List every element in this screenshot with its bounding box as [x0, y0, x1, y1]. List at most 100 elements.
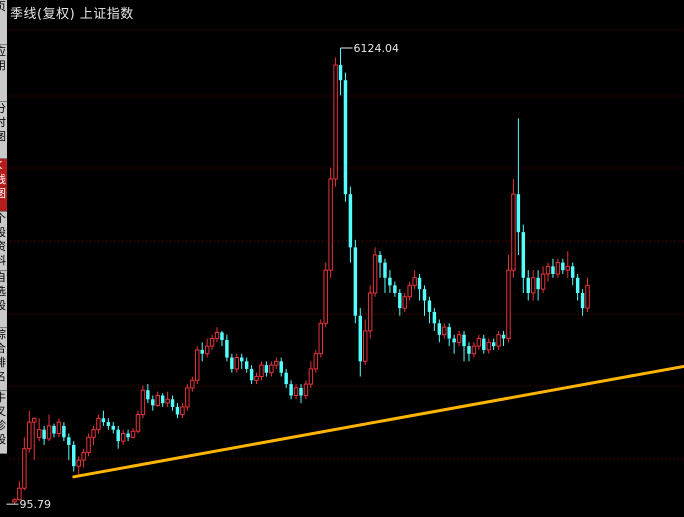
- candle-body: [140, 389, 146, 416]
- candle: [284, 368, 288, 388]
- candle-body: [530, 277, 536, 294]
- candle-body: [299, 387, 303, 396]
- candle: [323, 262, 328, 328]
- candle-body: [269, 364, 274, 374]
- candle: [96, 414, 101, 434]
- candle: [372, 247, 378, 297]
- candle-body: [536, 277, 540, 290]
- candle: [482, 334, 486, 354]
- candle-body: [303, 383, 309, 397]
- sidebar-tab-7[interactable]: 牛叉诊股: [0, 391, 7, 454]
- candle: [225, 334, 229, 362]
- candle: [456, 330, 462, 347]
- candle-body: [358, 315, 363, 362]
- low-label: 95.79: [19, 498, 51, 511]
- candle: [318, 319, 323, 358]
- candle: [580, 289, 585, 316]
- candle-body: [120, 433, 126, 442]
- candle: [585, 277, 590, 312]
- candle: [52, 423, 56, 438]
- candle-body: [362, 330, 368, 362]
- candle: [254, 372, 259, 385]
- candle-body: [506, 269, 511, 340]
- candle: [175, 403, 180, 419]
- candle: [575, 273, 580, 301]
- sidebar-tab-1[interactable]: 应用: [0, 45, 7, 102]
- candle-body: [239, 357, 244, 362]
- sidebar-tab-4[interactable]: 个股资料: [0, 212, 7, 271]
- candle-body: [318, 322, 323, 355]
- candle: [353, 239, 358, 324]
- candle: [165, 391, 170, 407]
- candle-body: [501, 334, 506, 339]
- candle: [367, 285, 373, 339]
- candle: [160, 393, 165, 407]
- candle: [230, 353, 234, 373]
- sidebar-tab-label: 个股资料: [0, 212, 7, 268]
- candle-body: [456, 334, 462, 343]
- candle: [91, 425, 96, 445]
- candle-body: [32, 417, 37, 423]
- price-labels: 6124.04 95.79: [6, 42, 399, 511]
- candle-body: [511, 193, 516, 271]
- candle: [540, 266, 546, 293]
- candle: [348, 186, 353, 263]
- candle-body: [417, 277, 422, 290]
- candle-body: [116, 429, 120, 442]
- candle: [67, 433, 71, 461]
- high-label: 6124.04: [354, 42, 400, 55]
- candle: [442, 323, 447, 339]
- candle-body: [204, 345, 210, 355]
- candle-body: [402, 296, 407, 309]
- candle-body: [422, 289, 427, 301]
- candle: [452, 334, 456, 354]
- candle-body: [17, 487, 22, 501]
- candle-body: [274, 360, 279, 366]
- sidebar-tab-0[interactable]: 页: [0, 0, 7, 45]
- candle-body: [170, 399, 175, 407]
- candle-body: [76, 459, 81, 467]
- candle: [501, 330, 506, 347]
- candle: [565, 251, 570, 278]
- candle-body: [195, 349, 200, 381]
- sidebar-tab-2[interactable]: 分时图: [0, 102, 7, 159]
- candle: [239, 353, 244, 369]
- candle-body: [482, 338, 486, 350]
- candle-body: [254, 376, 259, 381]
- candle-body: [155, 395, 160, 406]
- candle-body: [585, 284, 590, 309]
- candle-body: [462, 334, 466, 347]
- candle-body: [81, 451, 86, 461]
- candle-body: [393, 285, 397, 293]
- candle: [303, 380, 309, 400]
- candle: [185, 384, 190, 411]
- sidebar-tab-3[interactable]: K线图: [0, 159, 7, 212]
- candle: [214, 327, 220, 343]
- candle-body: [175, 406, 180, 415]
- candle-body: [72, 444, 76, 467]
- candle-body: [328, 178, 333, 271]
- candle: [86, 433, 91, 457]
- candle-body: [427, 300, 432, 312]
- candle-body: [388, 277, 392, 286]
- candle: [190, 376, 195, 392]
- candle: [422, 285, 427, 316]
- candle: [338, 48, 343, 96]
- trend-line: [72, 364, 684, 479]
- candle: [116, 425, 120, 449]
- candle: [180, 403, 185, 419]
- candle-body: [56, 421, 62, 435]
- sidebar-tab-5[interactable]: 自选股: [0, 271, 7, 328]
- candle-body: [561, 262, 565, 271]
- candle-body: [106, 422, 111, 426]
- candle: [140, 385, 146, 419]
- candle: [111, 422, 116, 434]
- sidebar-tab-6[interactable]: 综合排名: [0, 328, 7, 391]
- candle-body: [135, 414, 141, 432]
- candle-body: [46, 425, 52, 440]
- candle-body: [496, 334, 501, 347]
- sidebar-tab-label: 应用: [0, 45, 7, 73]
- candle: [17, 481, 22, 501]
- candle-body: [130, 430, 136, 438]
